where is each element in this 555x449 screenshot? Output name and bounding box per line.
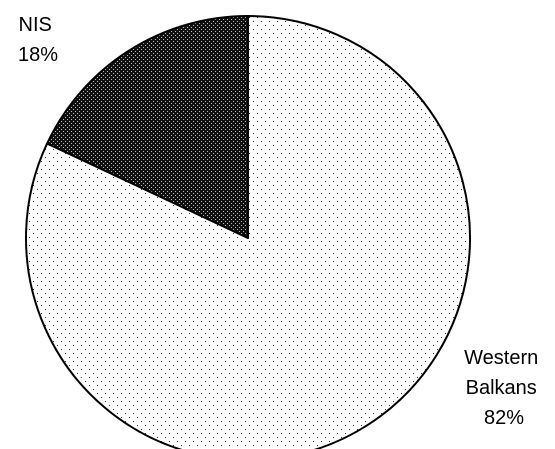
slice-label-nis: NIS 18% (18, 14, 58, 66)
slice-label-western-balkans: Western Balkans 82% (464, 347, 544, 429)
pie-slice-western-balkans (25, 15, 471, 449)
pie-slice-nis (46, 15, 249, 239)
slice-percent-western-balkans: 82% (484, 407, 524, 429)
slice-label-western-balkans-line1: Western (464, 347, 538, 369)
slice-label-nis-line1: NIS (19, 14, 52, 36)
slice-label-western-balkans-line2: Balkans (466, 377, 537, 399)
pie-slices (25, 15, 471, 449)
slice-percent-nis: 18% (18, 44, 58, 66)
